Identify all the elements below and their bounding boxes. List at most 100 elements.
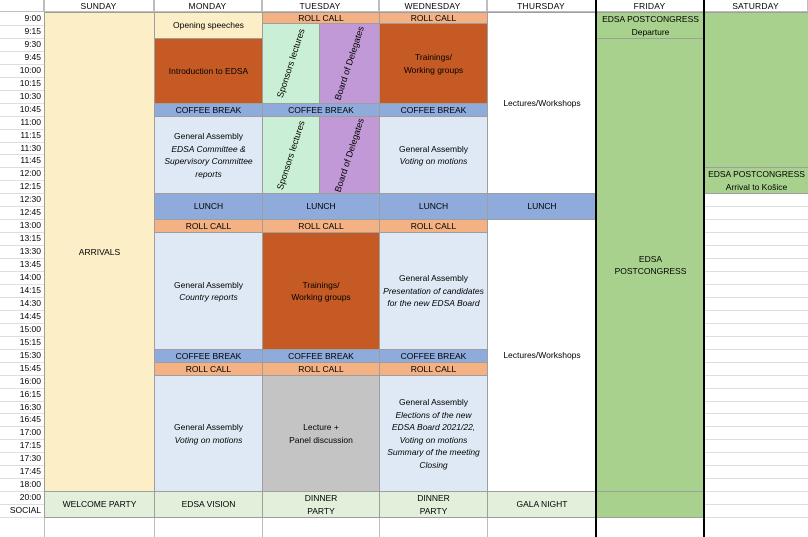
event-sponsors-lectures: Sponsors lectures	[262, 23, 320, 104]
time-label: 9:45	[24, 52, 41, 62]
event-text: POSTCONGRESS	[614, 266, 687, 276]
time-label: SOCIAL	[9, 505, 41, 515]
time-label: 10:30	[19, 91, 41, 101]
event-text: ARRIVALS	[78, 246, 121, 257]
event-text: Opening speeches	[173, 20, 244, 31]
event-board-of-delegates: Board of Delegates	[319, 116, 380, 194]
event-text: WELCOME PARTY	[62, 499, 137, 510]
event-general-assembly: General Assembly Elections of the new EDSA…	[379, 375, 488, 492]
event-welcome-party: WELCOME PARTY	[44, 491, 155, 518]
event-text: Voting on motions	[174, 434, 243, 445]
event-edsa-postcongress: EDSA POSTCONGRESS Departure	[596, 12, 705, 39]
event-coffee-break: COFFEE BREAK	[154, 349, 263, 363]
event-text: ROLL CALL	[185, 363, 232, 374]
time-label: 12:45	[19, 207, 41, 217]
event-general-assembly: General Assembly Country reports	[154, 232, 263, 350]
time-label: 9:00	[24, 13, 41, 23]
time-label: 16:15	[19, 389, 41, 399]
event-board-of-delegates: Board of Delegates	[319, 23, 380, 104]
time-label: 10:00	[19, 65, 41, 75]
event-lectures-workshops: Lectures/Workshops	[487, 219, 597, 492]
time-label: 11:00	[20, 117, 41, 127]
day-header-saturday: SATURDAY	[704, 0, 808, 12]
event-text: COFFEE BREAK	[175, 104, 242, 115]
event-lunch: LUNCH	[487, 193, 597, 220]
event-opening-speeches: Opening speeches	[154, 12, 263, 39]
time-label: 18:00	[19, 479, 41, 489]
event-text: LUNCH	[193, 201, 224, 212]
event-text: COFFEE BREAK	[400, 350, 467, 361]
event-lunch: LUNCH	[379, 193, 488, 220]
event-text: for the new EDSA Board	[387, 298, 480, 309]
time-label: 14:45	[19, 311, 41, 321]
event-text: Presentation of candidates	[383, 285, 484, 296]
event-text: Introduction to EDSA	[168, 65, 249, 76]
event-text: EDSA	[638, 253, 663, 264]
event-general-assembly: General Assembly EDSA Committee & Supervis…	[154, 116, 263, 194]
event-text: GALA NIGHT	[516, 499, 568, 510]
event-text: DINNER	[417, 493, 450, 503]
event-roll-call: ROLL CALL	[154, 362, 263, 376]
event-text: LUNCH	[418, 201, 449, 212]
event-text: reports	[195, 168, 222, 179]
day-header-monday: MONDAY	[154, 0, 262, 12]
event-text: General Assembly	[174, 279, 243, 290]
time-label: 17:00	[19, 427, 41, 437]
event-coffee-break: COFFEE BREAK	[379, 349, 488, 363]
event-text: Working groups	[291, 292, 351, 302]
time-label: 11:15	[20, 130, 41, 140]
event-coffee-break: COFFEE BREAK	[379, 103, 488, 117]
event-lecture: Lecture + Panel discussion	[262, 375, 380, 492]
friday-border	[595, 0, 597, 537]
event-text-vertical: Board of Delegates	[332, 25, 366, 102]
event-dinner: DINNER PARTY	[379, 491, 488, 518]
event-roll-call: ROLL CALL	[154, 219, 263, 233]
time-label: 17:45	[19, 466, 41, 476]
time-label: 10:15	[19, 78, 41, 88]
time-label: 9:30	[24, 39, 41, 49]
event-lunch: LUNCH	[262, 193, 380, 220]
event-text: COFFEE BREAK	[288, 350, 354, 361]
event-roll-call: ROLL CALL	[379, 362, 488, 376]
day-header-thursday: THURSDAY	[487, 0, 596, 12]
event-text: ROLL CALL	[185, 220, 232, 231]
event-trainings: Trainings/Working groups	[262, 232, 380, 350]
event-text: LUNCH	[306, 201, 336, 212]
event-text: ROLL CALL	[410, 220, 457, 231]
event-text: Lecture +	[303, 422, 339, 432]
event-dinner: DINNER PARTY	[262, 491, 380, 518]
event-text: Trainings/	[414, 52, 452, 62]
event-text: ROLL CALL	[410, 12, 457, 23]
event-text-vertical: Sponsors lectures	[274, 119, 307, 191]
time-label: 11:30	[20, 143, 41, 153]
event-text: General Assembly	[399, 397, 468, 407]
event-text: Voting on motions	[399, 156, 468, 166]
time-label: 16:00	[19, 376, 41, 386]
day-header-sunday: SUNDAY	[44, 0, 154, 12]
event-text: PARTY	[419, 505, 448, 516]
time-label: 15:30	[19, 350, 41, 360]
event-general-assembly: General Assembly Voting on motions	[379, 116, 488, 194]
time-label: 11:45	[20, 155, 41, 165]
event-text: EDSA POSTCONGRESS	[708, 169, 805, 179]
day-header-friday: FRIDAY	[596, 0, 704, 12]
event-sponsors-lectures: Sponsors lectures	[262, 116, 320, 194]
event-text: Working groups	[403, 64, 464, 75]
event-general-assembly: General Assembly Voting on motions	[154, 375, 263, 492]
day-header-tuesday: TUESDAY	[262, 0, 379, 12]
time-label: 15:00	[19, 324, 41, 334]
event-text: EDSA POSTCONGRESS	[602, 14, 699, 24]
event-roll-call: ROLL CALL	[262, 219, 380, 233]
event-arrivals: ARRIVALS	[44, 12, 155, 492]
event-text: Lectures/Workshops	[503, 97, 581, 108]
time-label: 16:45	[19, 414, 41, 424]
event-text: ROLL CALL	[298, 12, 344, 23]
event-text: LUNCH	[527, 201, 557, 212]
event-text: Voting on motions	[399, 434, 468, 445]
event-text: EDSA VISION	[181, 499, 236, 510]
friday-border	[703, 0, 705, 537]
event-roll-call: ROLL CALL	[379, 219, 488, 233]
time-label: 17:15	[19, 440, 41, 450]
time-label: 15:15	[19, 337, 41, 347]
